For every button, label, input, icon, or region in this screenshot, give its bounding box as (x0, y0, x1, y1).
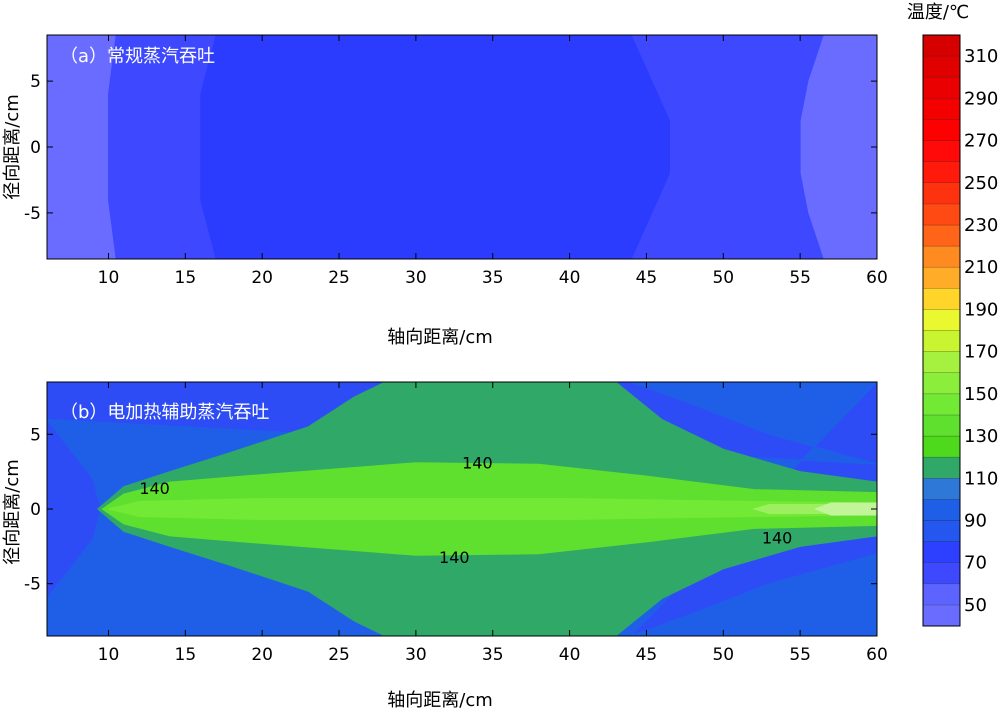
x-tick-label: 20 (251, 645, 273, 665)
colorbar: 温度/℃ 310 290 270 250 230 210 190 170 150 130 110 90… (907, 2, 998, 627)
x-tick-label: 50 (712, 268, 734, 288)
colorbar-title: 温度/℃ (907, 2, 969, 23)
colorbar-band (922, 119, 961, 141)
colorbar-label: 90 (964, 510, 987, 531)
panel-b-label: （b）电加热辅助蒸汽吞吐 (60, 402, 269, 423)
contour-region-170 (108, 498, 877, 520)
x-tick-label: 15 (175, 268, 197, 288)
panel-a-y-axis-title: 径向距离/cm (2, 94, 23, 200)
colorbar-band (922, 203, 961, 226)
colorbar-band (922, 224, 961, 247)
x-tick-label: 25 (328, 268, 350, 288)
colorbar-label: 70 (964, 553, 987, 574)
contour-label: 140 (762, 528, 793, 547)
colorbar-band (922, 34, 961, 57)
x-tick-label: 35 (482, 268, 504, 288)
colorbar-bands (922, 34, 961, 627)
x-tick-label: 30 (405, 268, 427, 288)
colorbar-label: 190 (964, 299, 998, 320)
panel-b-x-ticks: 10 15 20 25 30 35 40 45 50 55 60 (98, 382, 888, 665)
panel-b-y-ticks: 5 0 -5 (24, 425, 877, 595)
x-tick-label: 50 (712, 645, 734, 665)
colorbar-label: 130 (964, 426, 998, 447)
colorbar-label: 290 (964, 88, 998, 109)
colorbar-label: 250 (964, 173, 998, 194)
colorbar-label: 270 (964, 131, 998, 152)
colorbar-label: 110 (964, 468, 998, 489)
colorbar-band (922, 435, 961, 458)
x-tick-label: 20 (251, 268, 273, 288)
panel-b-contour-labels: 140 140 140 140 (139, 454, 792, 567)
x-tick-label: 60 (866, 268, 888, 288)
colorbar-band (922, 478, 961, 500)
y-tick-label: 5 (30, 425, 41, 445)
x-tick-label: 35 (482, 645, 504, 665)
colorbar-label: 150 (964, 384, 998, 405)
x-tick-label: 60 (866, 645, 888, 665)
contour-region-90 (200, 35, 670, 259)
y-tick-label: 0 (30, 500, 41, 520)
colorbar-label: 230 (964, 215, 998, 236)
y-tick-label: -5 (24, 575, 41, 595)
colorbar-band (922, 520, 961, 542)
panel-a-plot-area (47, 35, 877, 259)
x-tick-label: 55 (789, 268, 811, 288)
x-tick-label: 10 (98, 268, 120, 288)
colorbar-label: 210 (964, 257, 998, 278)
panel-a-x-ticks: 10 15 20 25 30 35 40 45 50 55 60 (98, 35, 888, 288)
colorbar-band (922, 182, 961, 205)
colorbar-band (922, 499, 961, 521)
y-tick-label: -5 (24, 204, 41, 224)
x-tick-label: 25 (328, 645, 350, 665)
panel-a-x-axis-title: 轴向距离/cm (387, 327, 493, 348)
colorbar-band (922, 604, 961, 627)
colorbar-band (922, 351, 961, 373)
colorbar-band (922, 161, 961, 183)
y-tick-label: 5 (30, 72, 41, 92)
contour-label: 140 (139, 479, 170, 498)
colorbar-band (922, 140, 961, 162)
x-tick-label: 45 (636, 268, 658, 288)
colorbar-band (922, 266, 961, 289)
colorbar-band (922, 98, 961, 120)
x-tick-label: 55 (789, 645, 811, 665)
colorbar-band (922, 414, 961, 437)
colorbar-band (922, 393, 961, 416)
colorbar-band (922, 76, 961, 99)
colorbar-band (922, 372, 961, 395)
colorbar-band (922, 309, 961, 331)
colorbar-label: 50 (964, 595, 987, 616)
x-tick-label: 10 (98, 645, 120, 665)
panel-b-y-axis-title: 径向距离/cm (2, 459, 23, 565)
panel-b-plot-area (47, 382, 877, 636)
x-tick-label: 40 (559, 268, 581, 288)
panel-b-x-axis-title: 轴向距离/cm (387, 690, 493, 709)
contour-region-210 (814, 502, 877, 516)
colorbar-band (922, 288, 961, 310)
colorbar-band (922, 55, 961, 78)
colorbar-band (922, 583, 961, 606)
contour-label: 140 (439, 548, 470, 567)
x-tick-label: 40 (559, 645, 581, 665)
contour-label: 140 (462, 454, 493, 473)
panel-a-label: （a）常规蒸汽吞吐 (60, 46, 215, 67)
x-tick-label: 30 (405, 645, 427, 665)
colorbar-label: 170 (964, 342, 998, 363)
colorbar-band (922, 456, 961, 479)
x-tick-label: 45 (636, 645, 658, 665)
colorbar-label: 310 (964, 46, 998, 67)
colorbar-frame (922, 34, 961, 627)
panel-a: 10 15 20 25 30 35 40 45 50 55 60 50-5 （a）常规蒸汽吞吐 轴向… (2, 34, 888, 348)
colorbar-band (922, 330, 961, 352)
x-tick-label: 15 (175, 645, 197, 665)
y-tick-label: 0 (30, 138, 41, 158)
colorbar-band (922, 541, 961, 563)
panel-a-y-ticks: 5 0 -5 (24, 72, 877, 224)
colorbar-band (922, 562, 961, 585)
colorbar-labels: 310 290 270 250 230 210 190 170 150 130 110 90 70 50 (964, 46, 998, 616)
colorbar-band (922, 245, 961, 268)
